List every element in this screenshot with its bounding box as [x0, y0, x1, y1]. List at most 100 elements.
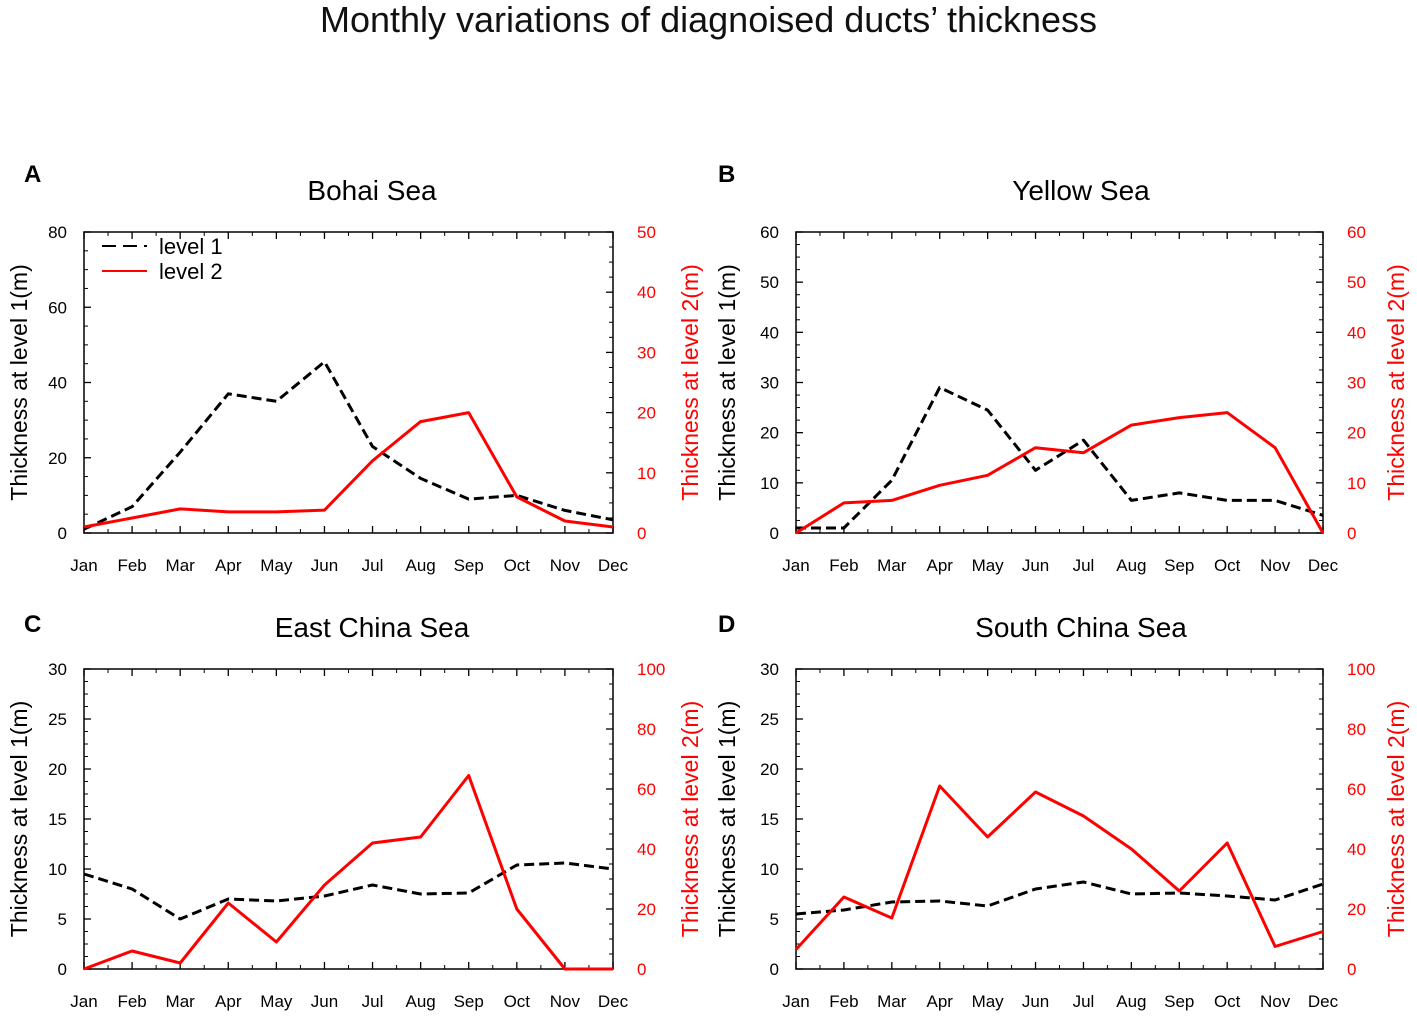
- y-left-tick-label: 20: [760, 424, 779, 443]
- x-tick-label: May: [260, 556, 293, 575]
- plot-frame: [795, 231, 1324, 534]
- x-tick-label: Feb: [117, 556, 146, 575]
- x-tick-label: May: [260, 992, 293, 1011]
- y-right-tick-label: 60: [1347, 780, 1366, 799]
- y-left-tick-label: 50: [760, 273, 779, 292]
- y-left-tick-label: 10: [48, 860, 67, 879]
- y-right-tick-label: 0: [1347, 524, 1356, 543]
- y-left-axis-title: Thickness at level 1(m): [714, 701, 740, 937]
- x-tick-label: Apr: [215, 556, 242, 575]
- y-right-tick-label: 50: [1347, 273, 1366, 292]
- y-right-tick-label: 80: [1347, 720, 1366, 739]
- y-left-tick-label: 10: [760, 860, 779, 879]
- x-tick-label: Apr: [926, 556, 953, 575]
- y-left-tick-label: 40: [48, 374, 67, 393]
- y-right-tick-label: 30: [1347, 374, 1366, 393]
- x-tick-label: Aug: [1116, 556, 1146, 575]
- x-tick-label: Dec: [598, 556, 629, 575]
- panel-letter: B: [718, 161, 735, 188]
- x-tick-label: Jun: [311, 556, 338, 575]
- y-right-tick-label: 40: [637, 840, 656, 859]
- panel-title: Yellow Sea: [1012, 175, 1150, 206]
- y-right-tick-label: 40: [1347, 323, 1366, 342]
- x-tick-label: Oct: [504, 556, 531, 575]
- y-right-tick-label: 20: [1347, 424, 1366, 443]
- x-tick-label: Jan: [782, 556, 809, 575]
- y-right-tick-label: 0: [637, 524, 646, 543]
- series-line-level-1: [83, 861, 614, 921]
- x-tick-label: Jul: [1073, 556, 1095, 575]
- y-left-tick-label: 15: [48, 810, 67, 829]
- y-left-axis-title: Thickness at level 1(m): [6, 264, 32, 500]
- y-left-tick-label: 0: [58, 524, 67, 543]
- y-right-tick-label: 30: [637, 343, 656, 362]
- panel-c: C East China Sea Jan Feb Mar Apr May Jun Jul Aug S…: [6, 611, 703, 1011]
- plot-frame: [795, 668, 1324, 970]
- y-left-tick-label: 30: [760, 374, 779, 393]
- y-left-tick-label: 60: [48, 298, 67, 317]
- x-tick-label: May: [972, 992, 1005, 1011]
- x-tick-label: Mar: [877, 556, 907, 575]
- y-right-tick-label: 20: [1347, 900, 1366, 919]
- x-tick-label: Sep: [454, 992, 484, 1011]
- y-right-tick-label: 100: [637, 660, 665, 679]
- y-right-axis-title: Thickness at level 2(m): [1383, 264, 1409, 500]
- x-tick-label: Jul: [362, 556, 384, 575]
- y-right-axis-title: Thickness at level 2(m): [677, 264, 703, 500]
- y-left-tick-label: 0: [58, 960, 67, 979]
- x-tick-label: May: [972, 556, 1005, 575]
- y-right-tick-label: 40: [637, 283, 656, 302]
- panel-letter: C: [24, 611, 41, 638]
- panel-letter: A: [24, 161, 41, 188]
- panel-title: Bohai Sea: [307, 175, 437, 206]
- x-tick-label: Feb: [829, 992, 858, 1011]
- y-right-tick-label: 50: [637, 223, 656, 242]
- x-tick-label: Jul: [362, 992, 384, 1011]
- y-left-axis-title: Thickness at level 1(m): [6, 701, 32, 937]
- series-line-level-2: [83, 774, 613, 971]
- x-tick-label: Jun: [1022, 556, 1049, 575]
- legend-label: level 2: [159, 259, 223, 284]
- x-tick-label: Jan: [70, 556, 97, 575]
- x-tick-label: Dec: [598, 992, 629, 1011]
- y-left-tick-label: 30: [48, 660, 67, 679]
- x-tick-label: Oct: [504, 992, 531, 1011]
- x-tick-label: Aug: [406, 556, 436, 575]
- y-left-tick-label: 0: [770, 960, 779, 979]
- series-line-level-1: [796, 386, 1324, 530]
- y-right-axis-title: Thickness at level 2(m): [677, 701, 703, 937]
- panel-b: B Yellow Sea Jan Feb Mar Apr May Jun Jul Aug Sep Oc…: [714, 161, 1409, 575]
- y-left-tick-label: 80: [48, 223, 67, 242]
- y-right-tick-label: 80: [637, 720, 656, 739]
- y-right-axis-title: Thickness at level 2(m): [1383, 701, 1409, 937]
- plot-frame: [83, 668, 614, 970]
- y-left-axis-title: Thickness at level 1(m): [714, 264, 740, 500]
- panel-d: D South China Sea Jan Feb Mar Apr May Jun Jul Aug…: [714, 611, 1409, 1011]
- series-line-level-2: [795, 411, 1325, 535]
- x-tick-label: Mar: [166, 992, 196, 1011]
- y-left-tick-label: 25: [760, 710, 779, 729]
- series-line-level-1: [83, 360, 614, 531]
- y-left-tick-label: 25: [48, 710, 67, 729]
- x-tick-label: Jun: [1022, 992, 1049, 1011]
- y-right-tick-label: 100: [1347, 660, 1375, 679]
- x-tick-label: Jul: [1073, 992, 1095, 1011]
- y-left-tick-label: 20: [48, 449, 67, 468]
- y-left-tick-label: 5: [770, 910, 779, 929]
- y-right-tick-label: 40: [1347, 840, 1366, 859]
- x-tick-label: Apr: [926, 992, 953, 1011]
- x-tick-label: Nov: [1260, 992, 1291, 1011]
- y-right-tick-label: 10: [637, 464, 656, 483]
- x-tick-label: Sep: [454, 556, 484, 575]
- x-tick-label: Feb: [829, 556, 858, 575]
- x-tick-label: Oct: [1214, 556, 1241, 575]
- series-line-level-2: [83, 411, 614, 529]
- panel-letter: D: [718, 611, 735, 638]
- panel-a: A Bohai Sea Jan Feb Mar Apr May Jun Jul Aug Sep Oct…: [6, 161, 703, 575]
- x-tick-label: Nov: [550, 992, 581, 1011]
- x-tick-label: Aug: [1116, 992, 1146, 1011]
- y-right-tick-label: 20: [637, 404, 656, 423]
- panel-title: East China Sea: [275, 612, 470, 643]
